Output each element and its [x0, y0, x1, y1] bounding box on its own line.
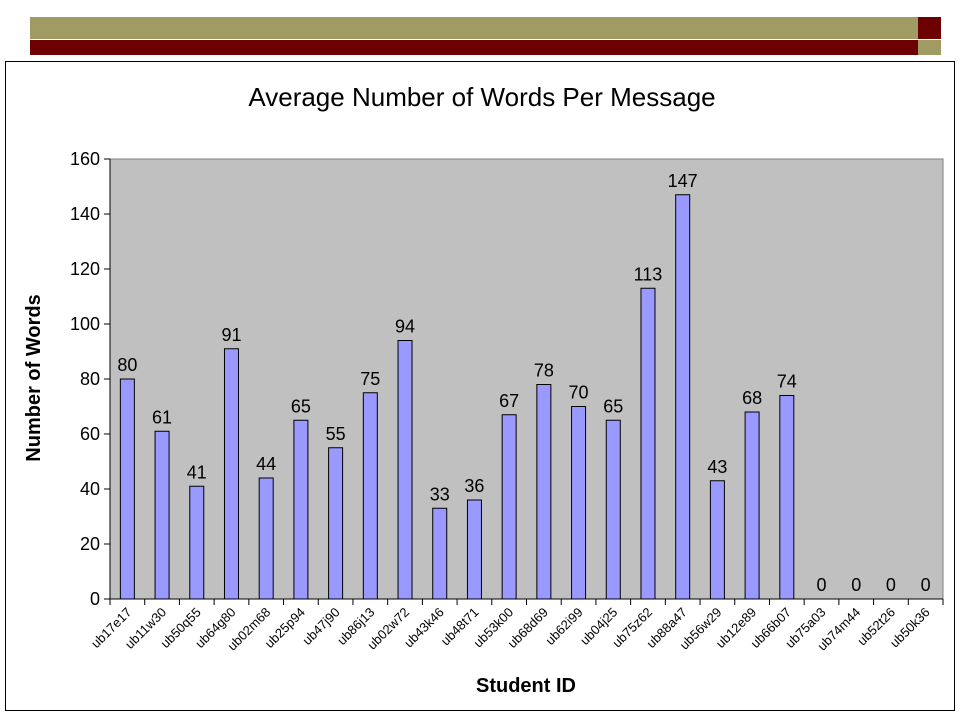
- bar-ub53k00: [501, 414, 517, 600]
- data-label: 61: [152, 407, 172, 427]
- bar-ub86j13: [362, 392, 378, 600]
- data-label: 113: [634, 264, 663, 284]
- data-label: 75: [360, 369, 380, 389]
- y-tick-label: 160: [70, 149, 100, 169]
- data-labels: 80 61 41 91 44 65 55 75 94 33 36 67 78 70 65 113 147 43 68…: [117, 171, 930, 595]
- bar-ub43k46: [432, 507, 448, 600]
- bar-ub64g80: [223, 348, 239, 600]
- y-tick-label: 20: [80, 534, 100, 554]
- data-label: 44: [256, 454, 276, 474]
- data-label: 43: [707, 457, 727, 477]
- data-label: 41: [187, 462, 207, 482]
- y-tick-label: 60: [80, 424, 100, 444]
- y-axis-label: Number of Words: [23, 294, 45, 461]
- plot-area: [109, 158, 944, 600]
- y-tick-label: 80: [80, 369, 100, 389]
- data-label: 94: [395, 317, 415, 337]
- data-label: 0: [817, 575, 827, 595]
- banner-maroon-bar: [30, 40, 918, 55]
- bar-ub02m68: [258, 477, 274, 600]
- data-label: 0: [851, 575, 861, 595]
- data-label: 70: [569, 383, 589, 403]
- y-axis: 0 20 40 60 80 100 120 140 160: [70, 149, 111, 609]
- bar-ub88a47: [675, 194, 691, 600]
- bar-ub62i99: [571, 406, 587, 600]
- data-label: 0: [921, 575, 931, 595]
- bar-ub12e89: [744, 411, 760, 600]
- data-label: 65: [291, 396, 311, 416]
- bar-ub68d69: [536, 384, 552, 600]
- bar-chart: Average Number of Words Per Message 0 20 4…: [23, 82, 944, 697]
- bar-ub50q55: [189, 485, 205, 600]
- bar-ub48t71: [466, 499, 482, 600]
- data-label: 55: [326, 424, 346, 444]
- data-label: 68: [742, 388, 762, 408]
- data-label: 0: [886, 575, 896, 595]
- bar-ub75z62: [640, 287, 656, 600]
- bar-ub02w72: [397, 340, 413, 600]
- data-label: 91: [221, 325, 241, 345]
- bar-ub47j90: [328, 447, 344, 600]
- banner-maroon-square: [918, 17, 941, 39]
- bar-ub11w30: [154, 430, 170, 600]
- data-label: 65: [603, 396, 623, 416]
- y-tick-label: 0: [90, 589, 100, 609]
- bar-ub25p94: [293, 419, 309, 600]
- chart-frame: Average Number of Words Per Message 0 20 4…: [5, 61, 955, 711]
- bar-ub66b07: [779, 395, 795, 600]
- bar-ub17e17: [119, 378, 135, 600]
- slide-header-banner: [30, 17, 941, 55]
- x-tick-label: ub47j90: [299, 605, 342, 648]
- bar-ub04j25: [605, 419, 621, 600]
- banner-olive-bar: [30, 17, 918, 39]
- x-axis-label: Student ID: [476, 675, 576, 697]
- data-label: 33: [430, 484, 450, 504]
- bar-ub56w29: [709, 480, 725, 600]
- data-label: 80: [117, 355, 137, 375]
- y-tick-label: 100: [70, 314, 100, 334]
- data-label: 78: [534, 361, 554, 381]
- data-label: 74: [777, 372, 797, 392]
- y-tick-label: 120: [70, 259, 100, 279]
- chart-title: Average Number of Words Per Message: [248, 82, 715, 112]
- banner-olive-square: [918, 40, 941, 55]
- x-tick-label: ub62i99: [542, 605, 585, 648]
- bar-series: [119, 194, 795, 600]
- data-label: 36: [464, 476, 484, 496]
- x-axis: ub17e17ub11w30ub50q55ub64g80ub02m68ub25p…: [88, 598, 944, 653]
- y-tick-label: 140: [70, 204, 100, 224]
- data-label: 147: [668, 171, 698, 191]
- data-label: 67: [499, 391, 519, 411]
- y-tick-label: 40: [80, 479, 100, 499]
